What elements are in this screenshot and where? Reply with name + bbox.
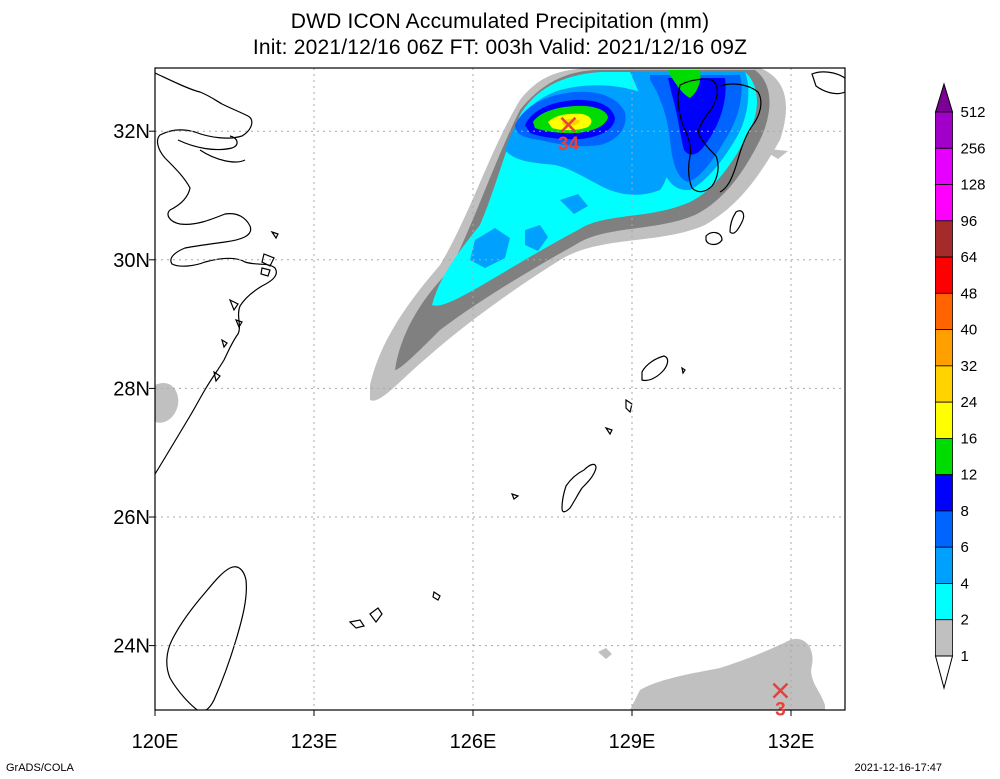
lon-label: 132E [768,731,815,753]
colorbar-label: 40 [961,322,978,339]
colorbar-label: 48 [961,285,978,302]
colorbar-label: 8 [961,503,969,520]
colorbar-bottom-triangle [934,655,954,690]
footer-timestamp: 2021-12-16-17:47 [854,762,942,774]
max-precip-marker: 34 [558,116,580,155]
min-precip-marker: 3 [772,682,789,721]
colorbar-label: 16 [961,430,978,447]
coastline-small-islands [348,366,686,629]
precip-band-1mm [155,382,179,423]
colorbar-segment [935,256,953,294]
colorbar-segment [935,437,953,476]
colorbar-label: 64 [961,249,978,266]
colorbar-label: 256 [961,140,986,157]
colorbar-label: 32 [961,358,978,375]
coastline-china [155,72,277,475]
min-marker-label: 3 [775,700,786,721]
colorbar-label: 6 [961,539,969,556]
colorbar-segment [935,292,953,331]
lat-label: 32N [113,121,150,143]
latitude-labels: 32N 30N 28N 26N 24N [113,121,150,657]
coastline-hangzhou-bay [177,135,246,163]
min-marker-cross-icon [772,682,789,699]
coastline-kyushu [677,78,719,193]
colorbar-label: 1 [961,648,969,665]
colorbar-segment [935,583,953,621]
colorbar-segment [935,365,953,403]
colorbar-top-triangle [934,82,954,113]
map-frame [154,67,846,711]
colorbar [934,82,954,690]
coastline-okinawa [561,463,597,513]
precip-band-1mm [630,638,825,710]
colorbar-label: 128 [961,177,986,194]
coastline-kyushu-east [719,83,762,193]
precip-band-6mm [470,194,588,268]
colorbar-segment [935,111,953,149]
colorbar-segment [935,546,953,584]
precip-band-12mm [668,78,726,155]
precip-band-16mm [668,70,701,98]
axis-ticks [149,130,792,716]
colorbar-segment [935,474,953,512]
colorbar-label: 12 [961,467,978,484]
lon-label: 123E [291,731,338,753]
longitude-labels: 120E 123E 126E 129E 132E [132,731,815,753]
colorbar-label: 512 [961,104,986,121]
colorbar-segment [935,184,953,222]
colorbar-segment [935,329,953,367]
chart-title: DWD ICON Accumulated Precipitation (mm) [290,10,710,33]
lat-label: 26N [113,507,150,529]
max-marker-cross-icon [560,116,577,133]
lat-label: 30N [113,250,150,272]
colorbar-label: 96 [961,213,978,230]
lat-label: 28N [113,378,150,400]
colorbar-label: 4 [961,575,969,592]
colorbar-segment [935,510,953,548]
chart-subtitle: Init: 2021/12/16 06Z FT: 003h Valid: 202… [252,36,748,59]
colorbar-segment [935,220,953,258]
lon-label: 120E [132,731,179,753]
gridlines [155,68,845,710]
colorbar-segment [935,147,953,185]
coastline-yakushima [705,210,745,246]
lon-label: 126E [450,731,497,753]
coastlines [155,71,845,710]
precipitation-field [155,68,825,710]
max-marker-label: 34 [558,134,580,155]
colorbar-segment [935,401,953,439]
colorbar-label: 2 [961,612,969,629]
colorbar-labels: 512 256 128 96 64 48 40 32 24 16 12 8 6 … [961,104,986,665]
coastline-taiwan [166,566,247,710]
colorbar-segment [935,619,953,657]
coastline-shikoku [811,71,845,95]
coastline-islands [213,230,279,383]
lat-label: 24N [113,636,150,658]
footer-software: GrADS/COLA [6,762,74,774]
lon-label: 129E [609,731,656,753]
coastline-amami [641,355,669,382]
colorbar-label: 24 [961,394,978,411]
